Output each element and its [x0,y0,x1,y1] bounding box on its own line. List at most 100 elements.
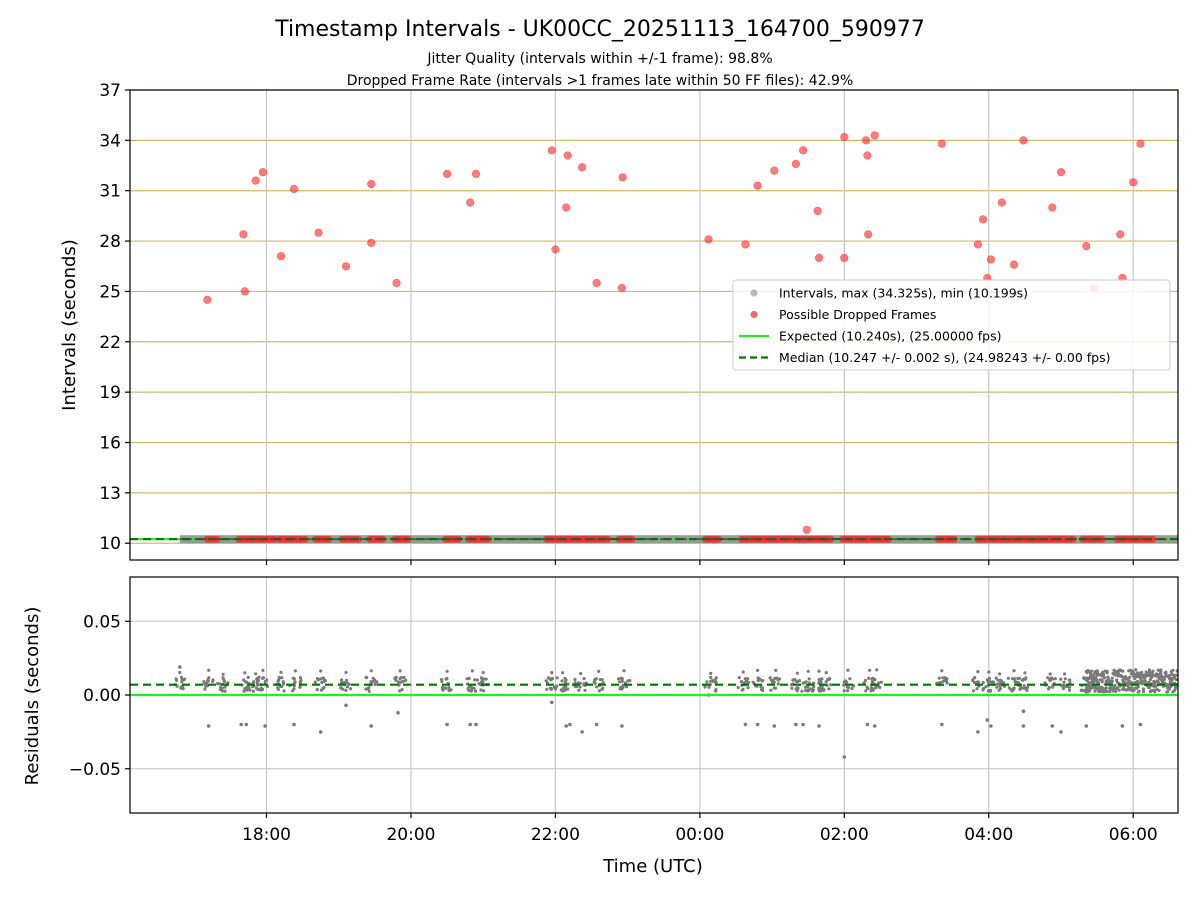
dropped-frame-point [1116,230,1125,239]
residual-point [1105,671,1109,675]
residual-point [1110,679,1114,683]
residual-point [261,676,265,681]
residual-point [1023,677,1027,681]
residual-point [449,688,453,692]
residual-point [991,680,995,684]
intervals-y-tick-label: 31 [99,182,121,202]
residual-point [621,683,625,687]
residual-point [822,688,826,692]
residual-point [807,677,811,681]
residual-point [616,677,621,681]
dropped-frame-point [341,262,351,271]
dropped-frame-point [392,278,401,288]
residual-point [973,676,977,680]
residual-point [281,680,285,685]
residual-point [628,679,632,683]
residual-point [398,677,402,681]
dropped-frame-point [937,139,946,148]
residual-point [829,683,833,687]
x-tick-label: 02:00 [820,825,869,845]
residual-point [345,685,349,689]
residual-point [795,671,800,675]
residual-point [1150,688,1154,693]
residual-outlier-point [594,722,599,727]
residual-point [864,689,868,693]
residual-point [1065,685,1069,689]
residual-point [1104,686,1108,690]
residual-point [252,680,256,684]
dropped-frame-point [551,245,560,254]
dropped-frame-point [791,159,801,168]
residual-point [1088,689,1092,693]
residual-point [373,682,377,687]
residual-point [319,669,323,673]
residual-point [773,676,777,681]
residual-point [559,688,563,692]
residual-point [1098,678,1102,682]
residual-point [998,686,1003,691]
residual-point [848,677,852,681]
residual-point [1102,673,1106,677]
residual-point [562,686,566,690]
residual-point [1091,673,1095,678]
residual-point [313,680,317,684]
residual-outlier-point [178,665,182,669]
residual-point [398,689,402,693]
dropped-frame-point [618,173,627,182]
residual-point [555,684,559,688]
residual-point [850,686,854,691]
residual-outlier-point [263,724,267,728]
residual-point [1067,685,1071,689]
residual-point [1012,669,1016,673]
residual-point [339,678,344,682]
residual-point [251,689,255,693]
residual-outlier-point [940,722,944,727]
residual-outlier-point [755,722,760,727]
residual-point [1156,668,1160,672]
residual-outlier-point [445,722,449,727]
dropped-frame-point [258,168,268,177]
residual-point [481,671,485,675]
residual-point [1116,671,1120,675]
legend-marker [750,289,758,297]
residual-point [778,677,782,681]
residual-outlier-point [805,688,809,693]
residual-point [365,676,369,680]
residual-point [740,688,744,692]
residual-point [845,685,850,689]
residual-point [344,688,348,693]
residual-point [1102,676,1107,680]
residual-point [987,670,991,674]
residual-point [601,681,605,685]
residual-point [865,685,869,689]
residual-outlier-point [206,724,211,728]
residual-point [293,680,297,684]
residual-point [282,689,286,693]
residuals-y-tick-label: 0.00 [83,686,121,706]
residual-outlier-point [244,722,249,727]
residual-point [995,685,999,689]
residual-point [795,680,800,684]
residual-point [826,677,830,682]
residual-point [206,679,210,684]
residual-outlier-point [989,724,993,728]
intervals-axes-frame [129,89,1179,561]
residual-point [546,676,551,680]
residual-point [1141,690,1146,694]
residual-point [937,676,941,680]
dropped-frame-point [840,132,849,142]
residual-point [1023,671,1027,675]
dropped-frame-point [978,215,988,224]
residual-point [820,677,824,681]
dropped-frame-point [239,230,248,239]
residual-point [806,685,810,689]
residual-point [597,669,601,674]
residual-point [1136,685,1140,689]
residual-point [246,675,250,680]
residual-point [1134,668,1138,672]
dropped-frame-point [863,151,872,160]
residual-point [263,679,267,684]
residual-point [994,676,998,680]
dropped-frame-point [1048,203,1057,212]
